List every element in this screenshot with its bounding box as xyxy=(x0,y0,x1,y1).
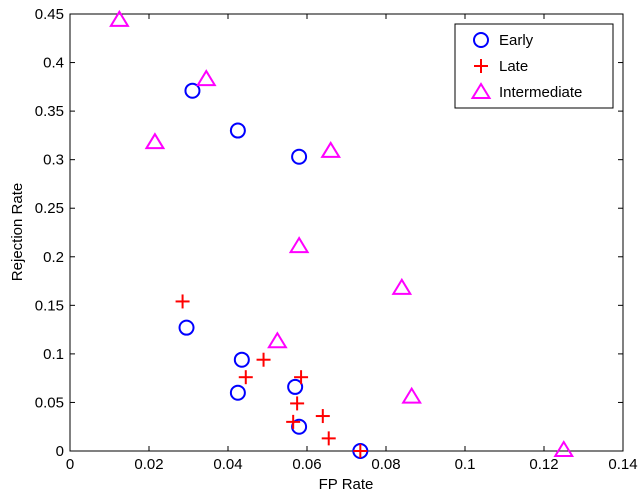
point-intermediate xyxy=(109,9,130,27)
point-intermediate xyxy=(553,440,575,458)
point-intermediate xyxy=(391,277,413,295)
point-intermediate xyxy=(401,386,422,404)
x-tick-label: 0.02 xyxy=(134,456,163,473)
point-early xyxy=(291,148,308,165)
legend-marker-intermediate xyxy=(470,82,492,99)
point-early xyxy=(233,351,250,368)
x-axis-label: FP Rate xyxy=(319,476,374,493)
y-tick-label: 0 xyxy=(56,443,64,460)
point-late xyxy=(321,431,336,446)
point-early xyxy=(287,378,304,395)
legend: Early Late Intermediate xyxy=(454,23,614,109)
x-tick-label: 0.14 xyxy=(608,456,637,473)
point-late xyxy=(294,370,309,385)
point-early xyxy=(229,384,246,401)
point-early xyxy=(178,319,195,336)
x-tick-label: 0 xyxy=(66,456,74,473)
y-tick-label: 0.1 xyxy=(43,346,64,363)
point-intermediate xyxy=(144,132,166,150)
point-intermediate xyxy=(320,140,341,158)
y-tick-label: 0.4 xyxy=(43,55,64,72)
point-intermediate xyxy=(195,69,217,87)
point-early xyxy=(291,418,308,435)
y-tick-label: 0.15 xyxy=(35,297,64,314)
point-early xyxy=(184,82,201,99)
legend-marker-late xyxy=(474,59,488,73)
series-intermediate xyxy=(109,9,575,458)
point-intermediate xyxy=(288,236,310,254)
point-late xyxy=(353,444,368,458)
y-tick-label: 0.2 xyxy=(43,249,64,266)
x-tick-label: 0.04 xyxy=(213,456,242,473)
y-tick-label: 0.25 xyxy=(35,200,64,217)
legend-label-late: Late xyxy=(499,58,528,75)
axis-ticks: 0 0.02 0.04 0.06 0.08 0.1 0.12 0.14 0 0.05 0.1 0.15… xyxy=(35,6,638,473)
y-tick-label: 0.45 xyxy=(35,6,64,23)
point-late xyxy=(175,294,190,309)
point-intermediate xyxy=(267,331,288,349)
legend-label-early: Early xyxy=(499,32,534,49)
y-axis-label: Rejection Rate xyxy=(9,183,26,281)
point-late xyxy=(315,409,330,424)
point-late xyxy=(286,414,301,429)
x-tick-label: 0.1 xyxy=(455,456,476,473)
point-late xyxy=(238,370,253,385)
x-tick-label: 0.12 xyxy=(529,456,558,473)
data-points xyxy=(109,9,575,459)
point-early xyxy=(229,122,246,139)
point-late xyxy=(256,352,271,367)
point-late xyxy=(290,396,305,411)
x-tick-label: 0.08 xyxy=(371,456,400,473)
series-late xyxy=(175,294,368,458)
x-tick-label: 0.06 xyxy=(292,456,321,473)
y-tick-label: 0.35 xyxy=(35,103,64,120)
legend-label-intermediate: Intermediate xyxy=(499,84,582,101)
legend-marker-early xyxy=(473,32,489,48)
y-tick-label: 0.05 xyxy=(35,394,64,411)
y-tick-label: 0.3 xyxy=(43,152,64,169)
